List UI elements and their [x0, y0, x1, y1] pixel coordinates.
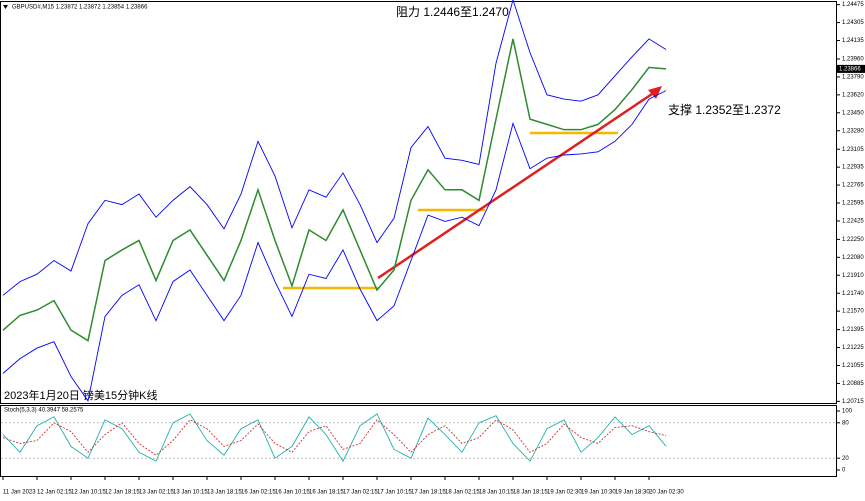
y-tick-label: 1.24475 [842, 2, 864, 8]
y-tick-label: 1.21570 [842, 309, 864, 315]
y-tick-label: 1.24135 [842, 38, 864, 44]
last-price-box [837, 64, 865, 73]
symbol-header: GBPUSD#,M15 1.23872 1.23872 1.23854 1.23… [12, 5, 148, 11]
y-tick-label: 1.21055 [842, 363, 864, 369]
y-tick-label: 1.22080 [842, 255, 864, 261]
y-tick-label: 1.23450 [842, 110, 864, 116]
x-tick-label: 19 Jan 10:30 [581, 490, 616, 496]
y-tick-label: 1.21395 [842, 327, 864, 333]
last-price-label: 1.23866 [839, 66, 861, 72]
x-tick-label: 16 Jan 02:15 [241, 490, 276, 496]
x-tick-label: 20 Jan 02:30 [649, 490, 684, 496]
y-tick-label: 1.22595 [842, 201, 864, 207]
y-tick-label: 0 [842, 468, 846, 474]
x-tick-label: 18 Jan 02:15 [445, 490, 480, 496]
x-tick-label: 19 Jan 02:30 [547, 490, 582, 496]
y-tick-label: 1.21740 [842, 291, 864, 297]
main-pane [0, 1, 837, 404]
y-tick-label: 1.23620 [842, 92, 864, 98]
y-tick-label: 1.23280 [842, 128, 864, 134]
y-tick-label: 1.20885 [842, 381, 864, 387]
header-arrow [3, 5, 8, 9]
trend-line [377, 90, 656, 280]
x-tick-label: 16 Jan 10:15 [275, 490, 310, 496]
y-tick-label: 1.24305 [842, 20, 864, 26]
trend-arrow [648, 86, 662, 99]
y-tick-label: 1.23105 [842, 147, 864, 153]
x-tick-label: 13 Jan 10:15 [173, 490, 208, 496]
x-tick-label: 18 Jan 10:15 [479, 490, 514, 496]
x-tick-label: 18 Jan 18:15 [513, 490, 548, 496]
y-tick-label: 1.22765 [842, 183, 864, 189]
stoch-header: Stoch(5,3,3) 40.3947 58.2575 [4, 408, 84, 414]
drawings [283, 86, 662, 290]
x-tick-label: 12 Jan 10:15 [71, 490, 106, 496]
series-line [2, 0, 667, 296]
x-tick-label: 17 Jan 10:15 [377, 490, 412, 496]
resistance-note: 阻力 1.2446至1.2470 [396, 5, 509, 19]
y-tick-label: 1.20715 [842, 399, 864, 405]
y-tick-label: 1.21910 [842, 273, 864, 279]
chart-caption: 2023年1月20日 镑美15分钟K线 [4, 388, 157, 402]
series-line [2, 413, 667, 463]
y-tick-label: 1.21225 [842, 345, 864, 351]
y-tick-label: 1.22935 [842, 165, 864, 171]
x-tick-label: 11 Jan 2023 [3, 490, 36, 496]
x-tick-label: 12 Jan 02:15 [37, 490, 72, 496]
x-tick-label: 19 Jan 18:30 [615, 490, 650, 496]
x-tick-label: 17 Jan 02:15 [343, 490, 378, 496]
x-tick-label: 12 Jan 18:15 [105, 490, 140, 496]
x-tick-label: 13 Jan 02:15 [139, 490, 174, 496]
support-note: 支撑 1.2352至1.2372 [668, 102, 781, 117]
y-tick-label: 1.23960 [842, 57, 864, 63]
y-tick-label: 80 [842, 420, 849, 426]
x-tick-label: 13 Jan 18:15 [207, 490, 242, 496]
x-tick-label: 17 Jan 18:15 [411, 490, 446, 496]
series-line [2, 90, 667, 402]
y-tick-label: 1.22250 [842, 237, 864, 243]
y-tick-label: 100 [842, 409, 853, 415]
y-tick-label: 1.23790 [842, 74, 864, 80]
x-tick-label: 16 Jan 18:15 [309, 490, 344, 496]
y-tick-label: 20 [842, 456, 849, 462]
series-line [2, 419, 667, 456]
series-line [2, 38, 667, 342]
y-tick-label: 1.22425 [842, 219, 864, 225]
